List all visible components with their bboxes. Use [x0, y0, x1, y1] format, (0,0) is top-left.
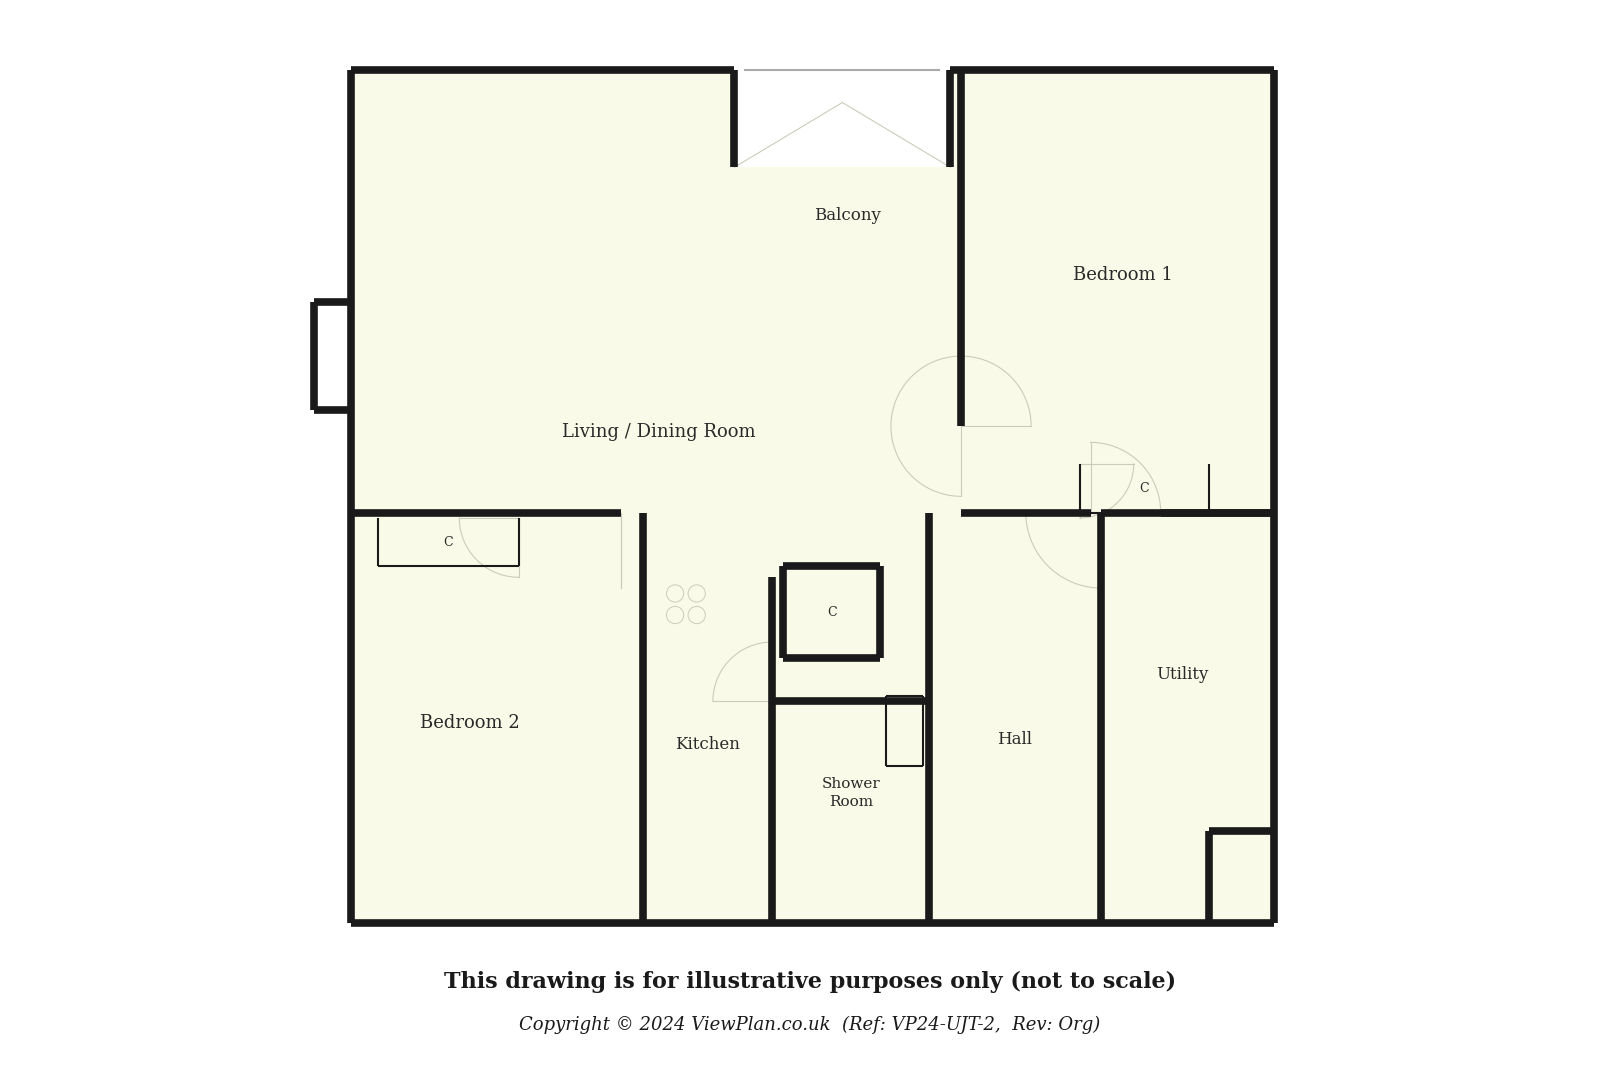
Text: Living / Dining Room: Living / Dining Room	[562, 423, 757, 440]
Bar	[928, 513, 1102, 923]
Text: Hall: Hall	[998, 730, 1032, 748]
Text: Copyright © 2024 ViewPlan.co.uk  (Ref: VP24-UJT-2,  Rev: Org): Copyright © 2024 ViewPlan.co.uk (Ref: VP…	[520, 1016, 1100, 1034]
Bar	[1102, 513, 1273, 923]
Bar	[643, 513, 773, 923]
Text: Bedroom 1: Bedroom 1	[1072, 267, 1173, 284]
Text: C: C	[444, 535, 454, 549]
Text: Balcony: Balcony	[815, 207, 881, 224]
Bar	[773, 513, 928, 923]
Text: C: C	[1140, 481, 1149, 495]
Polygon shape	[352, 70, 961, 513]
Bar	[352, 513, 643, 923]
Text: Shower
Room: Shower Room	[821, 777, 880, 809]
Bar	[961, 70, 1273, 513]
Text: Kitchen: Kitchen	[676, 736, 740, 753]
Text: Bedroom 2: Bedroom 2	[420, 714, 520, 732]
Text: This drawing is for illustrative purposes only (not to scale): This drawing is for illustrative purpose…	[444, 971, 1176, 993]
Text: Utility: Utility	[1157, 666, 1209, 683]
Text: C: C	[826, 605, 836, 619]
